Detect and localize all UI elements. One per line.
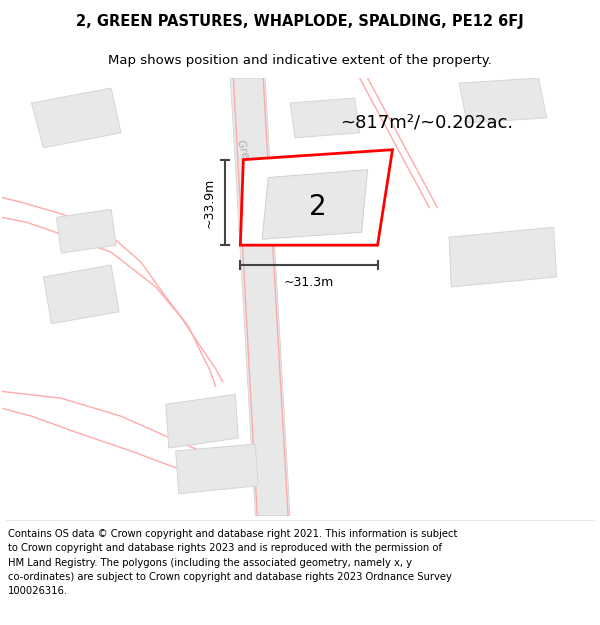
Polygon shape [241,150,392,245]
Polygon shape [56,209,116,253]
Polygon shape [290,98,359,138]
Polygon shape [230,78,290,516]
Text: ~817m²/~0.202ac.: ~817m²/~0.202ac. [340,114,513,132]
Polygon shape [459,78,547,123]
Text: Green Pastures: Green Pastures [235,138,269,217]
Text: Contains OS data © Crown copyright and database right 2021. This information is : Contains OS data © Crown copyright and d… [8,529,457,596]
Text: ~33.9m: ~33.9m [203,177,216,227]
Text: 2: 2 [309,193,327,221]
Polygon shape [449,228,557,287]
Polygon shape [32,88,121,148]
Text: Map shows position and indicative extent of the property.: Map shows position and indicative extent… [108,54,492,68]
Polygon shape [166,394,238,448]
Polygon shape [2,78,598,516]
Text: 2, GREEN PASTURES, WHAPLODE, SPALDING, PE12 6FJ: 2, GREEN PASTURES, WHAPLODE, SPALDING, P… [76,14,524,29]
Polygon shape [43,265,119,324]
Polygon shape [176,444,258,494]
Text: ~31.3m: ~31.3m [284,276,334,289]
Polygon shape [262,169,368,239]
